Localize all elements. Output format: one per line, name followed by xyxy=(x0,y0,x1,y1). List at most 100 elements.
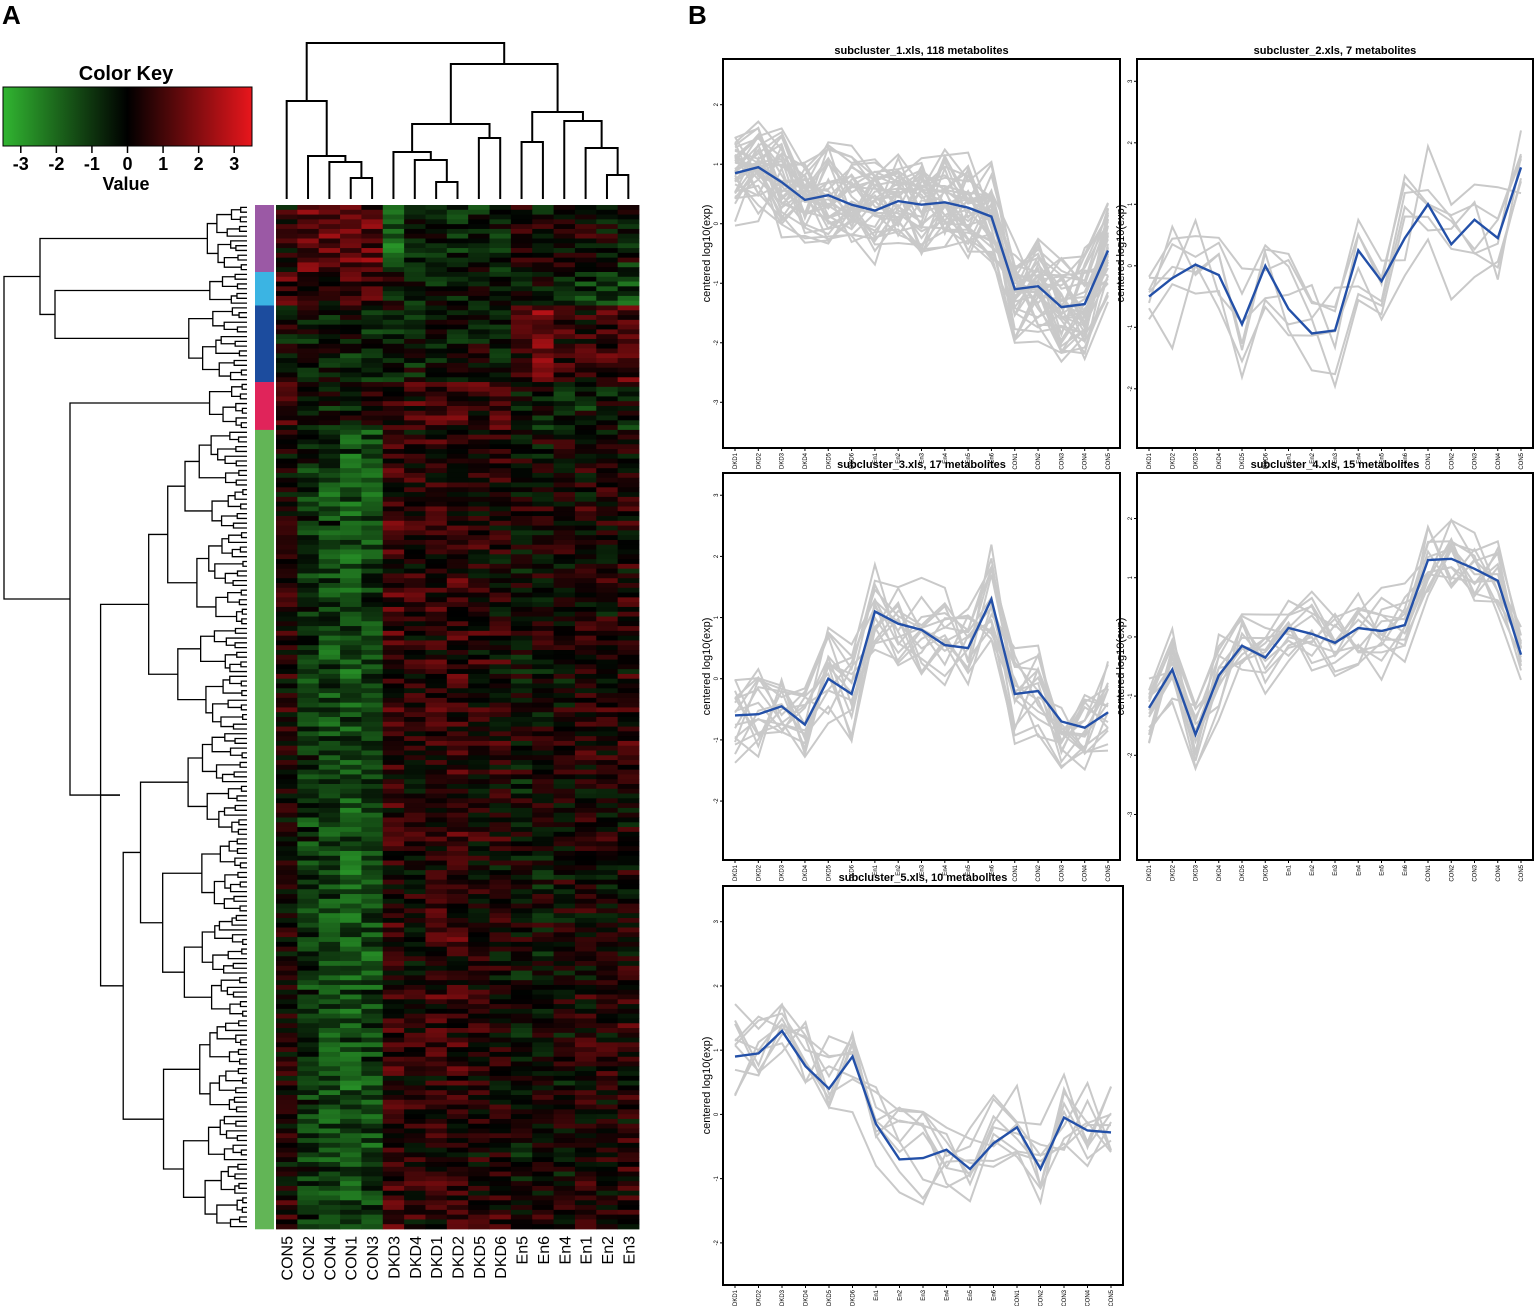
x-tick-label: DKD3 xyxy=(780,452,786,469)
heatmap-cell xyxy=(404,472,426,479)
heatmap-cell xyxy=(276,568,298,574)
heatmap-cell xyxy=(361,224,384,230)
heatmap-cell xyxy=(446,1051,469,1058)
heatmap-cell xyxy=(297,903,320,909)
heatmap-cell xyxy=(340,999,362,1005)
heatmap-cell xyxy=(382,755,405,761)
heatmap-cell xyxy=(276,1080,298,1086)
heatmap-cell xyxy=(596,205,619,211)
heatmap-cell xyxy=(361,587,384,593)
heatmap-cell xyxy=(574,941,597,948)
heatmap-cell xyxy=(617,271,640,278)
row-dendrogram-branch xyxy=(211,736,231,753)
heatmap-cell xyxy=(532,1166,554,1172)
x-tick-label: DKD5 xyxy=(1240,864,1246,881)
heatmap-cell xyxy=(318,635,341,641)
heatmap-cell xyxy=(340,650,362,656)
heatmap-cell xyxy=(297,1037,320,1043)
heatmap-cell xyxy=(297,932,320,938)
heatmap-cell xyxy=(276,635,298,641)
heatmap-cell xyxy=(297,1147,320,1153)
heatmap-cell xyxy=(617,1118,640,1125)
row-dendrogram-branch xyxy=(237,871,247,878)
heatmap-cell xyxy=(340,827,362,833)
heatmap-cell xyxy=(404,458,426,464)
row-dendrogram-branch xyxy=(232,723,247,730)
heatmap-cell xyxy=(553,1200,576,1206)
heatmap-cell xyxy=(340,1047,362,1053)
heatmap-cell xyxy=(382,420,405,426)
heatmap-cell xyxy=(596,1075,619,1082)
heatmap-cell xyxy=(532,1061,554,1067)
heatmap-cell xyxy=(361,271,384,278)
heatmap-cell xyxy=(382,1051,405,1058)
heatmap-cell xyxy=(276,908,298,914)
row-dendrogram-branch xyxy=(240,264,247,271)
heatmap-cell xyxy=(425,874,448,881)
heatmap-cell xyxy=(510,764,533,771)
heatmap-cell xyxy=(404,300,426,306)
heatmap-cell xyxy=(574,606,597,613)
heatmap-cell xyxy=(318,1142,341,1149)
heatmap-cell xyxy=(574,1181,597,1187)
heatmap-cell xyxy=(318,903,341,909)
heatmap-cell xyxy=(617,425,640,431)
heatmap-cell xyxy=(446,1157,469,1163)
heatmap-cell xyxy=(276,205,298,211)
heatmap-cell xyxy=(553,530,576,536)
heatmap-cell xyxy=(532,1013,554,1019)
heatmap-cell xyxy=(382,1152,405,1158)
heatmap-cell xyxy=(318,386,341,393)
heatmap-cell xyxy=(468,865,490,871)
heatmap-cell xyxy=(318,879,341,885)
heatmap-cell xyxy=(510,1013,533,1019)
heatmap-cell xyxy=(318,693,341,699)
heatmap-cell xyxy=(382,338,405,345)
heatmap-cell xyxy=(553,487,576,493)
heatmap-cell xyxy=(425,1224,448,1230)
heatmap-cell xyxy=(425,1157,448,1163)
heatmap-cell xyxy=(404,884,426,890)
heatmap-cell xyxy=(340,549,362,555)
heatmap-cell xyxy=(425,573,448,579)
heatmap-cell xyxy=(276,415,298,421)
heatmap-cell xyxy=(382,386,405,393)
heatmap-cell xyxy=(361,951,384,957)
heatmap-cell xyxy=(382,659,405,665)
heatmap-cell xyxy=(425,401,448,407)
heatmap-cell xyxy=(468,271,490,278)
heatmap-cell xyxy=(489,688,512,694)
heatmap-cell xyxy=(489,827,512,833)
heatmap-cell xyxy=(617,525,640,531)
heatmap-cell xyxy=(276,1109,298,1115)
heatmap-cell xyxy=(468,760,490,766)
heatmap-cell xyxy=(340,1224,362,1230)
heatmap-cell xyxy=(489,1018,512,1024)
heatmap-cell xyxy=(553,391,576,397)
heatmap-cell xyxy=(468,501,490,507)
heatmap-cell xyxy=(446,874,469,881)
heatmap-cell xyxy=(276,693,298,699)
heatmap-cell xyxy=(382,640,405,646)
heatmap-cell xyxy=(340,836,362,842)
heatmap-cell xyxy=(425,1200,448,1206)
heatmap-cell xyxy=(382,635,405,641)
heatmap-cell xyxy=(596,559,619,565)
heatmap-cell xyxy=(404,1032,426,1038)
row-dendrogram-branch xyxy=(219,1119,227,1136)
heatmap-cell xyxy=(361,1028,384,1034)
row-dendrogram-branch xyxy=(240,785,247,792)
heatmap-cell xyxy=(596,233,619,239)
heatmap-cell xyxy=(318,358,341,364)
row-dendrogram-branch xyxy=(234,737,247,744)
heatmap-cell xyxy=(510,860,533,866)
heatmap-cell xyxy=(532,224,554,230)
row-dendrogram-branch xyxy=(217,448,236,461)
heatmap-cell xyxy=(404,951,426,957)
color-key-tick-label: -1 xyxy=(84,154,100,174)
heatmap-cell xyxy=(276,1075,298,1082)
heatmap-cell xyxy=(489,429,512,436)
x-tick-label: En5 xyxy=(968,1289,974,1300)
heatmap-cell xyxy=(489,1037,512,1043)
row-dendrogram-branch xyxy=(223,807,247,816)
